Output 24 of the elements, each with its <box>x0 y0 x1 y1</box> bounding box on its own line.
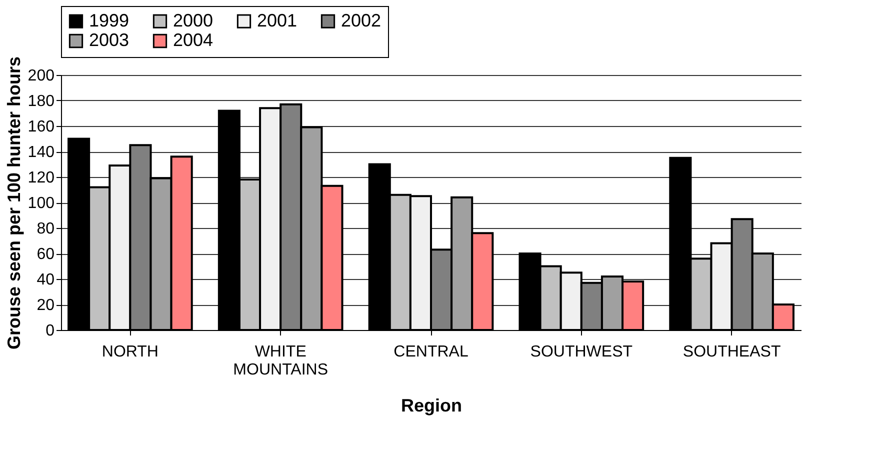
x-tick-label: SOUTHWEST <box>530 344 633 360</box>
legend-label: 2003 <box>89 30 130 50</box>
y-tick-label: 20 <box>36 297 55 314</box>
x-axis-title: Region <box>401 396 462 416</box>
y-tick-label: 180 <box>28 93 55 110</box>
y-tick-label: 60 <box>36 246 55 263</box>
y-tick-label: 0 <box>46 322 55 340</box>
x-tick-label: SOUTHEAST <box>682 344 781 360</box>
y-axis-title: Grouse seen per 100 hunter hours <box>4 56 24 350</box>
y-tick-label: 120 <box>28 170 55 186</box>
y-tick-label: 200 <box>28 68 55 84</box>
legend-label: 2000 <box>173 10 214 30</box>
y-tick-label: 160 <box>28 118 55 136</box>
y-tick-label: 140 <box>28 144 55 161</box>
legend-label: 2002 <box>341 10 382 30</box>
x-tick-label: WHITE MOUNTAINS <box>233 344 328 378</box>
y-tick-label: 40 <box>36 272 55 288</box>
y-tick-label: 80 <box>36 220 55 238</box>
legend-label: 2004 <box>173 30 214 50</box>
y-tick-label: 100 <box>28 195 55 212</box>
x-tick-label: CENTRAL <box>394 344 468 360</box>
x-tick-label: NORTH <box>102 344 158 360</box>
legend-label: 2001 <box>257 10 298 30</box>
legend-label: 1999 <box>89 10 130 30</box>
